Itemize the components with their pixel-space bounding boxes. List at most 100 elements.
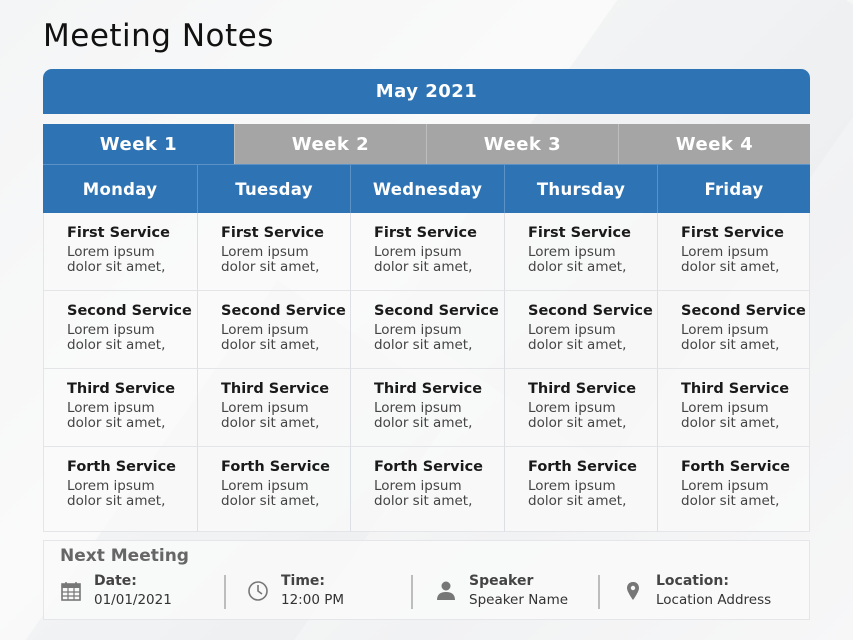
description-line-1: Lorem ipsum <box>221 400 309 416</box>
service-title: Second Service <box>67 303 192 319</box>
schedule-cell: First Service Lorem ipsum dolor sit amet, <box>43 213 197 291</box>
divider <box>224 575 226 609</box>
time-label: Time: <box>281 573 326 589</box>
speaker-info: Speaker Speaker Name <box>435 572 568 610</box>
service-description: Lorem ipsum dolor sit amet, <box>528 323 657 353</box>
service-title: First Service <box>67 225 170 241</box>
description-line-2: dolor sit amet, <box>221 415 320 431</box>
description-line-2: dolor sit amet, <box>374 493 473 509</box>
schedule-cell: Second Service Lorem ipsum dolor sit amet, <box>197 291 350 369</box>
page-title: Meeting Notes <box>43 18 274 54</box>
schedule-cell: Second Service Lorem ipsum dolor sit amet, <box>657 291 810 369</box>
schedule-cell: Third Service Lorem ipsum dolor sit amet, <box>350 369 504 447</box>
tab-week-2[interactable]: Week 2 <box>234 124 426 164</box>
schedule-cell: First Service Lorem ipsum dolor sit amet, <box>197 213 350 291</box>
description-line-1: Lorem ipsum <box>374 400 462 416</box>
service-description: Lorem ipsum dolor sit amet, <box>67 479 197 509</box>
description-line-1: Lorem ipsum <box>681 400 769 416</box>
day-header-friday: Friday <box>657 164 810 213</box>
tab-week-1[interactable]: Week 1 <box>43 124 234 164</box>
next-meeting-title: Next Meeting <box>60 546 189 566</box>
schedule-grid: Monday Tuesday Wednesday Thursday Friday… <box>43 164 810 532</box>
location-label: Location: <box>656 573 729 589</box>
month-header: May 2021 <box>43 69 810 114</box>
description-line-2: dolor sit amet, <box>67 259 166 275</box>
clock-icon <box>248 581 268 601</box>
service-description: Lorem ipsum dolor sit amet, <box>374 479 504 509</box>
service-description: Lorem ipsum dolor sit amet, <box>528 245 657 275</box>
divider <box>411 575 413 609</box>
service-description: Lorem ipsum dolor sit amet, <box>681 323 809 353</box>
schedule-cell: Forth Service Lorem ipsum dolor sit amet, <box>43 447 197 532</box>
service-description: Lorem ipsum dolor sit amet, <box>528 479 657 509</box>
service-title: Third Service <box>528 381 637 397</box>
tab-week-3[interactable]: Week 3 <box>426 124 618 164</box>
description-line-1: Lorem ipsum <box>374 478 462 494</box>
day-header-tuesday: Tuesday <box>197 164 350 213</box>
description-line-1: Lorem ipsum <box>681 322 769 338</box>
schedule-cell: Second Service Lorem ipsum dolor sit amet, <box>350 291 504 369</box>
description-line-2: dolor sit amet, <box>528 415 627 431</box>
service-description: Lorem ipsum dolor sit amet, <box>221 401 350 431</box>
description-line-2: dolor sit amet, <box>67 493 166 509</box>
service-description: Lorem ipsum dolor sit amet, <box>681 479 809 509</box>
day-header-thursday: Thursday <box>504 164 657 213</box>
schedule-cell: First Service Lorem ipsum dolor sit amet, <box>657 213 810 291</box>
schedule-cell: Third Service Lorem ipsum dolor sit amet, <box>504 369 657 447</box>
description-line-2: dolor sit amet, <box>67 337 166 353</box>
service-description: Lorem ipsum dolor sit amet, <box>528 401 657 431</box>
description-line-2: dolor sit amet, <box>374 337 473 353</box>
service-title: Second Service <box>528 303 653 319</box>
schedule-cell: Third Service Lorem ipsum dolor sit amet, <box>657 369 810 447</box>
service-description: Lorem ipsum dolor sit amet, <box>67 323 197 353</box>
service-title: First Service <box>528 225 631 241</box>
description-line-1: Lorem ipsum <box>221 478 309 494</box>
service-description: Lorem ipsum dolor sit amet, <box>374 323 504 353</box>
map-pin-icon <box>627 582 639 600</box>
tab-week-4[interactable]: Week 4 <box>618 124 810 164</box>
service-description: Lorem ipsum dolor sit amet, <box>221 323 350 353</box>
next-meeting-panel: Next Meeting Date: 01/01/2021 Time: 12:0… <box>43 540 810 620</box>
description-line-1: Lorem ipsum <box>374 244 462 260</box>
description-line-1: Lorem ipsum <box>374 322 462 338</box>
calendar-icon <box>61 582 81 601</box>
schedule-cell: Third Service Lorem ipsum dolor sit amet, <box>197 369 350 447</box>
schedule-cell: Third Service Lorem ipsum dolor sit amet, <box>43 369 197 447</box>
description-line-2: dolor sit amet, <box>528 337 627 353</box>
time-info: Time: 12:00 PM <box>247 572 344 610</box>
location-value: Location Address <box>656 592 772 608</box>
description-line-1: Lorem ipsum <box>67 478 155 494</box>
service-title: First Service <box>374 225 477 241</box>
schedule-cell: First Service Lorem ipsum dolor sit amet, <box>504 213 657 291</box>
description-line-2: dolor sit amet, <box>221 493 320 509</box>
description-line-2: dolor sit amet, <box>374 415 473 431</box>
description-line-2: dolor sit amet, <box>528 493 627 509</box>
day-header-wednesday: Wednesday <box>350 164 504 213</box>
schedule-cell: Forth Service Lorem ipsum dolor sit amet, <box>197 447 350 532</box>
service-title: Forth Service <box>221 459 331 475</box>
schedule-cell: First Service Lorem ipsum dolor sit amet, <box>350 213 504 291</box>
week-tabs: Week 1 Week 2 Week 3 Week 4 <box>43 124 810 164</box>
description-line-1: Lorem ipsum <box>681 478 769 494</box>
service-description: Lorem ipsum dolor sit amet, <box>374 245 504 275</box>
schedule-cell: Forth Service Lorem ipsum dolor sit amet, <box>350 447 504 532</box>
service-title: Forth Service <box>374 459 484 475</box>
service-title: Forth Service <box>67 459 177 475</box>
service-title: Second Service <box>681 303 806 319</box>
service-title: First Service <box>681 225 784 241</box>
service-title: Forth Service <box>528 459 638 475</box>
location-info: Location: Location Address <box>622 572 771 610</box>
date-info: Date: 01/01/2021 <box>60 572 172 610</box>
description-line-1: Lorem ipsum <box>67 400 155 416</box>
service-description: Lorem ipsum dolor sit amet, <box>374 401 504 431</box>
service-title: Second Service <box>374 303 499 319</box>
schedule-cell: Forth Service Lorem ipsum dolor sit amet, <box>504 447 657 532</box>
service-description: Lorem ipsum dolor sit amet, <box>681 245 809 275</box>
service-description: Lorem ipsum dolor sit amet, <box>221 245 350 275</box>
service-title: First Service <box>221 225 324 241</box>
speaker-value: Speaker Name <box>469 592 569 608</box>
description-line-2: dolor sit amet, <box>681 337 780 353</box>
description-line-2: dolor sit amet, <box>374 259 473 275</box>
description-line-1: Lorem ipsum <box>528 478 616 494</box>
description-line-2: dolor sit amet, <box>528 259 627 275</box>
